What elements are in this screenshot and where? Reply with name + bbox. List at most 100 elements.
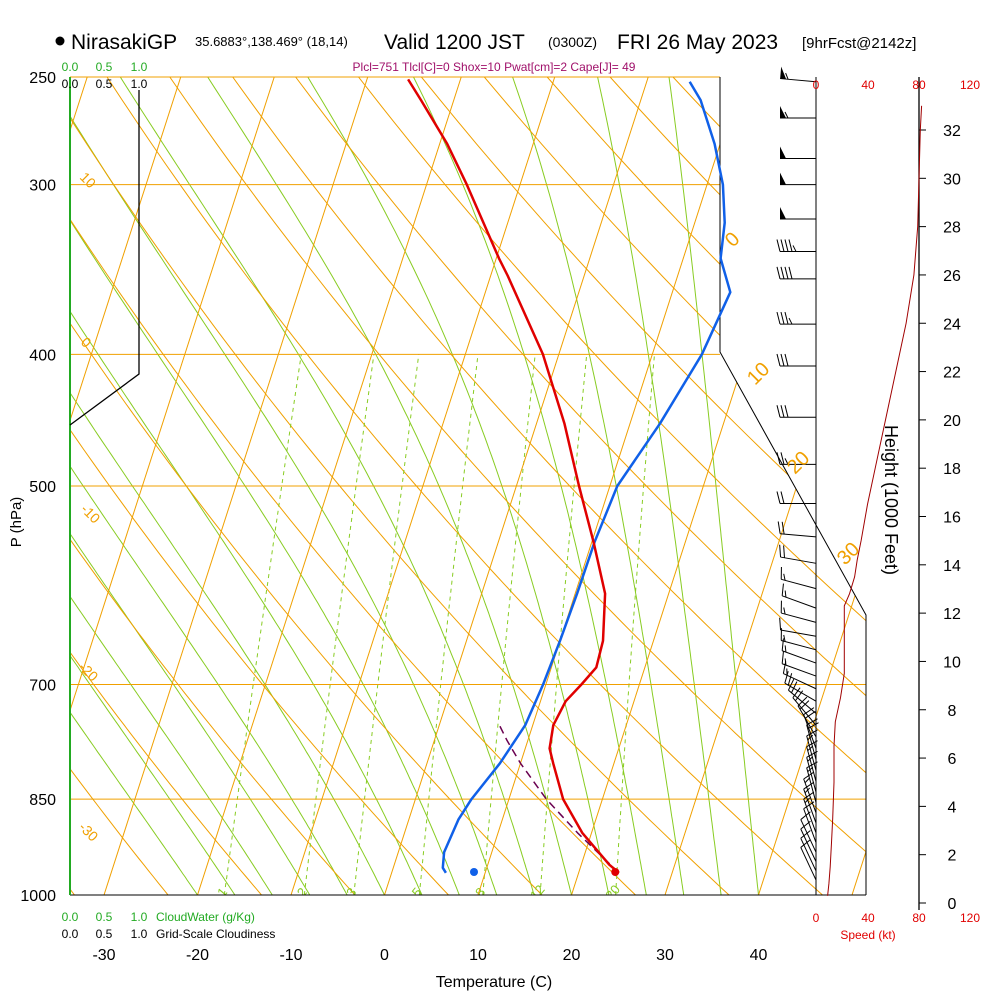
pressure-tick-label: 300 <box>29 178 56 195</box>
wind-barb-full <box>776 405 781 418</box>
moist-adiabat-line <box>70 77 198 895</box>
wind-barb-full <box>776 353 781 367</box>
pressure-tick-label: 250 <box>29 70 56 87</box>
height-tick-label: 28 <box>943 220 961 237</box>
wind-barb-staff <box>797 705 817 738</box>
dry-adiabat-line <box>277 77 866 895</box>
wind-barb-full <box>803 707 815 715</box>
mixing-ratio-label: 3 <box>343 885 359 900</box>
height-tick-label: 2 <box>948 848 957 865</box>
isotherm-line <box>851 77 866 895</box>
parcel-trace-line <box>499 725 620 874</box>
moist-adiabat-line <box>70 77 348 895</box>
dry-adiabat-line <box>464 77 866 895</box>
wind-barb <box>776 491 816 504</box>
height-tick-label: 18 <box>943 461 961 478</box>
moist-adiabats <box>70 77 759 895</box>
wind-barbs <box>776 66 819 881</box>
wind-barb-full <box>776 452 781 465</box>
wind-barb-full <box>784 353 789 367</box>
wind-barb-full <box>787 673 793 686</box>
wind-barb-full <box>776 311 781 325</box>
wind-barb-staff <box>803 788 817 824</box>
dry-adiabat-line <box>0 53 2 924</box>
dry-adiabat-line <box>339 77 866 895</box>
moist-adiabat-label: 0 <box>721 228 744 251</box>
wind-barb <box>780 66 817 83</box>
wind-barb-full <box>792 687 801 698</box>
cloudwater-tick-bottom: 0.0 <box>62 910 79 924</box>
sounding-profiles <box>407 78 732 876</box>
cloudwater-tick-top: 1.0 <box>131 60 148 74</box>
wind-barb-pennant <box>780 146 786 159</box>
moist-adiabat-line <box>70 77 498 895</box>
wind-barb-full <box>780 311 785 325</box>
temperature-tick-label: 20 <box>563 947 581 964</box>
wind-barb-full <box>800 830 811 839</box>
frame-edge <box>719 77 867 895</box>
wind-barb-staff <box>800 819 817 853</box>
dry-adiabat-line <box>70 77 761 895</box>
wind-barb <box>776 452 816 465</box>
wind-barb-staff <box>806 746 817 782</box>
wind-barb <box>781 583 817 609</box>
dry-adiabat-label: 0 <box>78 334 95 351</box>
valid-date: FRI 26 May 2023 <box>617 31 778 54</box>
cloudiness-tick-bottom: 0.5 <box>96 927 113 941</box>
dry-adiabat-line <box>70 77 477 895</box>
wind-barb <box>776 311 816 325</box>
wind-barb <box>780 172 816 186</box>
wind-barb-staff <box>781 578 817 590</box>
wind-barb-half <box>783 573 786 581</box>
wind-barb-half <box>785 72 789 80</box>
wind-barb <box>787 678 817 714</box>
station-name: NirasakiGP <box>71 31 177 54</box>
wind-barb <box>800 830 817 872</box>
wind-barb-staff <box>803 808 817 843</box>
moist-adiabat-line <box>512 77 685 895</box>
wind-barb-staff <box>783 673 817 690</box>
speed-tick-bottom: 40 <box>861 911 875 925</box>
wind-barb-full <box>776 491 781 504</box>
wind-barb-pennant <box>780 66 787 80</box>
mixing-ratio-lines: 1 2 3 5 8 12 20 <box>214 354 655 900</box>
wind-barb <box>803 707 817 749</box>
temperature-tick-label: 30 <box>656 947 674 964</box>
cloudwater-tick-bottom: 1.0 <box>131 910 148 924</box>
wind-barb-full <box>781 583 784 596</box>
wind-barb-full <box>776 266 781 280</box>
temperature-tick-label: 0 <box>380 947 389 964</box>
wind-barb-staff <box>781 612 817 623</box>
cloudiness-line <box>69 90 140 426</box>
wind-barb-staff <box>806 757 817 793</box>
height-tick-label: 24 <box>943 316 961 333</box>
dry-adiabat-line <box>70 77 667 895</box>
height-tick-label: 30 <box>943 171 961 188</box>
wind-barb-staff <box>780 78 817 83</box>
dry-adiabat-line <box>70 77 192 895</box>
dry-adiabat-line <box>90 77 856 895</box>
wind-barb-full <box>791 681 798 693</box>
wind-barb-full <box>780 266 785 280</box>
wind-barb-staff <box>792 697 817 726</box>
wind-barb-half <box>784 645 787 653</box>
wind-barb <box>779 617 817 637</box>
temperature-tick-label: 10 <box>469 947 487 964</box>
wind-barb-staff <box>800 828 817 862</box>
moist-adiabat-line <box>668 77 759 895</box>
moist-adiabat-label: 10 <box>743 358 774 389</box>
height-tick-label: 12 <box>943 606 961 623</box>
dry-adiabat-line <box>70 77 572 895</box>
height-tick-label: 6 <box>948 751 957 768</box>
pressure-tick-label: 400 <box>29 347 56 364</box>
height-tick-label: 22 <box>943 365 961 382</box>
temperature-tick-label: 40 <box>750 947 768 964</box>
speed-tick-top: 80 <box>912 78 926 92</box>
moist-adiabat-line <box>70 77 385 895</box>
valid-time: Valid 1200 JST <box>384 31 525 54</box>
isotherm-line <box>946 77 1000 895</box>
mixing-ratio-line <box>303 354 375 895</box>
wind-barb <box>792 687 817 726</box>
mixing-ratio-label: 2 <box>294 885 310 900</box>
